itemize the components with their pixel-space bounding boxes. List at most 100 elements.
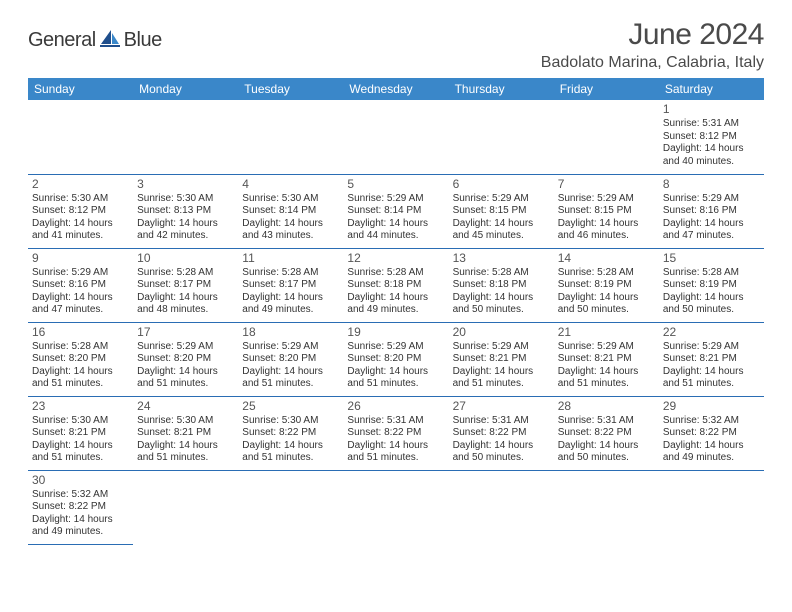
calendar-day-cell: 30Sunrise: 5:32 AMSunset: 8:22 PMDayligh…	[28, 470, 133, 544]
calendar-day-cell: 15Sunrise: 5:28 AMSunset: 8:19 PMDayligh…	[659, 248, 764, 322]
day-number: 29	[663, 399, 760, 414]
calendar-week-row: 30Sunrise: 5:32 AMSunset: 8:22 PMDayligh…	[28, 470, 764, 544]
calendar-day-cell: 10Sunrise: 5:28 AMSunset: 8:17 PMDayligh…	[133, 248, 238, 322]
daylight-text: and 50 minutes.	[558, 304, 655, 317]
calendar-empty-cell	[343, 470, 448, 544]
daylight-text: and 41 minutes.	[32, 230, 129, 243]
daylight-text: and 49 minutes.	[32, 526, 129, 539]
daylight-text: Daylight: 14 hours	[558, 366, 655, 379]
day-number: 23	[32, 399, 129, 414]
sunrise-text: Sunrise: 5:31 AM	[453, 415, 550, 428]
sunrise-text: Sunrise: 5:28 AM	[137, 267, 234, 280]
calendar-day-cell: 18Sunrise: 5:29 AMSunset: 8:20 PMDayligh…	[238, 322, 343, 396]
sunset-text: Sunset: 8:22 PM	[558, 427, 655, 440]
daylight-text: Daylight: 14 hours	[32, 218, 129, 231]
sunset-text: Sunset: 8:21 PM	[558, 353, 655, 366]
sunset-text: Sunset: 8:22 PM	[242, 427, 339, 440]
daylight-text: Daylight: 14 hours	[453, 218, 550, 231]
sunset-text: Sunset: 8:14 PM	[347, 205, 444, 218]
sunrise-text: Sunrise: 5:30 AM	[242, 415, 339, 428]
day-number: 12	[347, 251, 444, 266]
calendar-day-cell: 16Sunrise: 5:28 AMSunset: 8:20 PMDayligh…	[28, 322, 133, 396]
daylight-text: Daylight: 14 hours	[137, 440, 234, 453]
day-number: 17	[137, 325, 234, 340]
calendar-day-cell: 20Sunrise: 5:29 AMSunset: 8:21 PMDayligh…	[449, 322, 554, 396]
daylight-text: Daylight: 14 hours	[453, 292, 550, 305]
sunrise-text: Sunrise: 5:29 AM	[137, 341, 234, 354]
daylight-text: and 51 minutes.	[242, 452, 339, 465]
sunrise-text: Sunrise: 5:30 AM	[137, 415, 234, 428]
day-number: 8	[663, 177, 760, 192]
weekday-header: Tuesday	[238, 78, 343, 100]
calendar-day-cell: 4Sunrise: 5:30 AMSunset: 8:14 PMDaylight…	[238, 174, 343, 248]
calendar-empty-cell	[343, 100, 448, 174]
sunset-text: Sunset: 8:20 PM	[347, 353, 444, 366]
daylight-text: Daylight: 14 hours	[558, 218, 655, 231]
sunset-text: Sunset: 8:20 PM	[242, 353, 339, 366]
calendar-day-cell: 8Sunrise: 5:29 AMSunset: 8:16 PMDaylight…	[659, 174, 764, 248]
sunset-text: Sunset: 8:21 PM	[137, 427, 234, 440]
sunrise-text: Sunrise: 5:30 AM	[242, 193, 339, 206]
daylight-text: Daylight: 14 hours	[32, 292, 129, 305]
calendar-empty-cell	[659, 470, 764, 544]
calendar-week-row: 1Sunrise: 5:31 AMSunset: 8:12 PMDaylight…	[28, 100, 764, 174]
sunset-text: Sunset: 8:21 PM	[663, 353, 760, 366]
sunset-text: Sunset: 8:15 PM	[453, 205, 550, 218]
calendar-page: General Blue June 2024 Badolato Marina, …	[0, 0, 792, 545]
day-number: 14	[558, 251, 655, 266]
brand-logo: General Blue	[28, 28, 162, 53]
calendar-day-cell: 26Sunrise: 5:31 AMSunset: 8:22 PMDayligh…	[343, 396, 448, 470]
day-number: 1	[663, 102, 760, 117]
calendar-empty-cell	[449, 470, 554, 544]
daylight-text: Daylight: 14 hours	[347, 292, 444, 305]
weekday-header: Monday	[133, 78, 238, 100]
sunrise-text: Sunrise: 5:28 AM	[558, 267, 655, 280]
sunrise-text: Sunrise: 5:32 AM	[32, 489, 129, 502]
day-number: 6	[453, 177, 550, 192]
calendar-empty-cell	[554, 470, 659, 544]
sunrise-text: Sunrise: 5:32 AM	[663, 415, 760, 428]
day-number: 5	[347, 177, 444, 192]
calendar-empty-cell	[238, 470, 343, 544]
calendar-empty-cell	[449, 100, 554, 174]
calendar-empty-cell	[28, 100, 133, 174]
sunrise-text: Sunrise: 5:31 AM	[663, 118, 760, 131]
daylight-text: and 47 minutes.	[663, 230, 760, 243]
daylight-text: and 49 minutes.	[242, 304, 339, 317]
calendar-empty-cell	[238, 100, 343, 174]
daylight-text: and 49 minutes.	[663, 452, 760, 465]
calendar-week-row: 23Sunrise: 5:30 AMSunset: 8:21 PMDayligh…	[28, 396, 764, 470]
page-header: General Blue June 2024 Badolato Marina, …	[28, 18, 764, 72]
sunset-text: Sunset: 8:22 PM	[663, 427, 760, 440]
daylight-text: and 51 minutes.	[347, 452, 444, 465]
daylight-text: Daylight: 14 hours	[242, 366, 339, 379]
sunrise-text: Sunrise: 5:29 AM	[453, 193, 550, 206]
sunrise-text: Sunrise: 5:30 AM	[32, 415, 129, 428]
calendar-day-cell: 1Sunrise: 5:31 AMSunset: 8:12 PMDaylight…	[659, 100, 764, 174]
daylight-text: Daylight: 14 hours	[32, 514, 129, 527]
daylight-text: Daylight: 14 hours	[347, 440, 444, 453]
calendar-day-cell: 24Sunrise: 5:30 AMSunset: 8:21 PMDayligh…	[133, 396, 238, 470]
sunset-text: Sunset: 8:20 PM	[32, 353, 129, 366]
sunset-text: Sunset: 8:18 PM	[347, 279, 444, 292]
daylight-text: Daylight: 14 hours	[32, 440, 129, 453]
calendar-day-cell: 27Sunrise: 5:31 AMSunset: 8:22 PMDayligh…	[449, 396, 554, 470]
calendar-day-cell: 3Sunrise: 5:30 AMSunset: 8:13 PMDaylight…	[133, 174, 238, 248]
daylight-text: Daylight: 14 hours	[137, 366, 234, 379]
calendar-day-cell: 29Sunrise: 5:32 AMSunset: 8:22 PMDayligh…	[659, 396, 764, 470]
logo-text-1: General	[28, 29, 96, 52]
weekday-header: Sunday	[28, 78, 133, 100]
day-number: 4	[242, 177, 339, 192]
sunrise-text: Sunrise: 5:29 AM	[663, 341, 760, 354]
day-number: 3	[137, 177, 234, 192]
day-number: 26	[347, 399, 444, 414]
daylight-text: Daylight: 14 hours	[453, 440, 550, 453]
sunset-text: Sunset: 8:17 PM	[242, 279, 339, 292]
daylight-text: Daylight: 14 hours	[137, 292, 234, 305]
weekday-header: Thursday	[449, 78, 554, 100]
sunset-text: Sunset: 8:14 PM	[242, 205, 339, 218]
title-block: June 2024 Badolato Marina, Calabria, Ita…	[541, 18, 764, 72]
weekday-header: Saturday	[659, 78, 764, 100]
calendar-day-cell: 17Sunrise: 5:29 AMSunset: 8:20 PMDayligh…	[133, 322, 238, 396]
calendar-day-cell: 11Sunrise: 5:28 AMSunset: 8:17 PMDayligh…	[238, 248, 343, 322]
